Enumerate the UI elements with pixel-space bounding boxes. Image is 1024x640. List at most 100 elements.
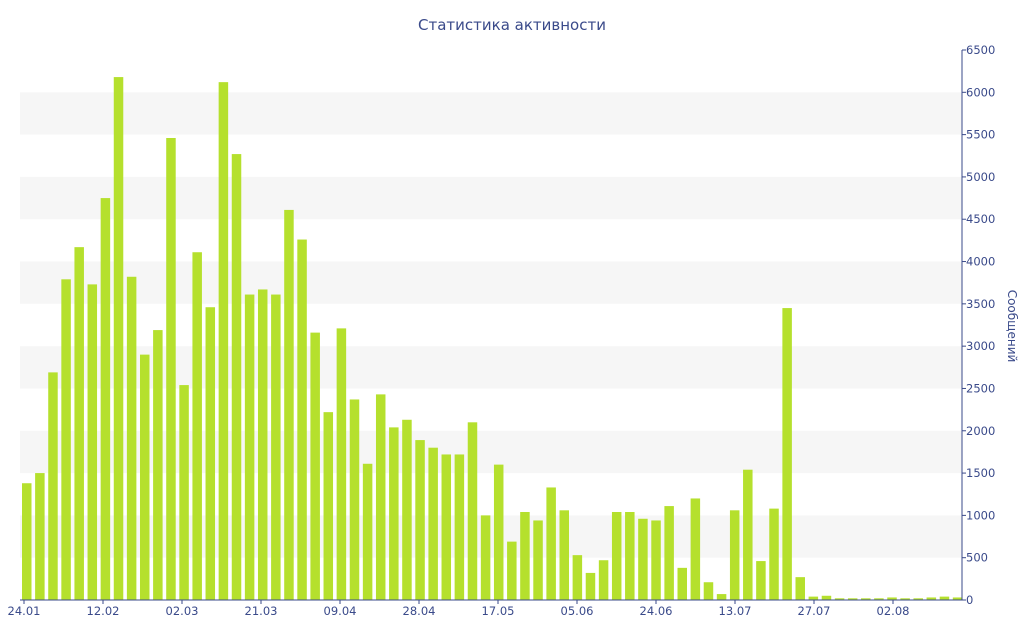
x-tick-label: 02.03 [166, 604, 199, 618]
bar [74, 247, 84, 600]
bar [729, 510, 740, 600]
bar [808, 596, 819, 600]
bar [349, 399, 360, 600]
bar [441, 454, 452, 600]
bar [703, 582, 714, 600]
bar [61, 279, 71, 600]
bar [625, 512, 635, 600]
grid-band [20, 430, 962, 474]
bar [480, 515, 491, 600]
bar [467, 422, 478, 600]
x-tick-label: 02.08 [877, 604, 910, 618]
bar [257, 289, 268, 600]
y-tick-label: 1000 [966, 508, 995, 522]
bar [520, 512, 530, 600]
bar [323, 412, 334, 600]
x-tick-label: 09.04 [324, 604, 357, 618]
bar [271, 294, 281, 600]
y-tick-label: 3500 [966, 297, 995, 311]
bar [795, 577, 805, 600]
bar [900, 598, 910, 600]
x-tick-label: 24.01 [8, 604, 41, 618]
bar [861, 598, 871, 600]
bar [402, 419, 412, 600]
bar [87, 284, 98, 600]
bar [847, 598, 858, 600]
grid-band [20, 261, 962, 304]
bar [821, 595, 832, 600]
bar [100, 198, 111, 600]
x-tick-label: 05.06 [561, 604, 594, 618]
bar [677, 567, 687, 600]
bar [493, 464, 504, 600]
y-tick-label: 4000 [966, 255, 995, 269]
bar [22, 483, 32, 600]
bar-series [22, 77, 963, 601]
x-tick-labels: 24.01 12.02 02.03 21.03 09.04 28.04 17.05 05.06… [8, 600, 910, 618]
chart-title: Статистика активности [418, 16, 606, 34]
bar [939, 596, 950, 600]
x-tick-label: 24.06 [640, 604, 673, 618]
y-tick-label: 0 [966, 593, 973, 607]
y-tick-label: 6500 [966, 43, 995, 57]
y-tick-label: 500 [966, 551, 988, 565]
bar [362, 463, 373, 600]
bar [572, 555, 583, 600]
bar [428, 447, 438, 600]
bar [297, 239, 307, 601]
y-tick-label: 4500 [966, 212, 995, 226]
bar [756, 561, 766, 600]
grid-band [20, 346, 962, 389]
x-tick-label: 12.02 [87, 604, 120, 618]
y-tick-label: 2500 [966, 381, 995, 395]
bar [887, 597, 897, 600]
bar [48, 372, 58, 600]
x-tick-label: 17.05 [482, 604, 515, 618]
bar [638, 518, 648, 600]
bar [139, 354, 150, 600]
y-tick-label: 5500 [966, 128, 995, 142]
bar [743, 469, 753, 600]
bar [769, 508, 779, 600]
bar [126, 276, 137, 600]
x-tick-label: 13.07 [719, 604, 752, 618]
bar [533, 520, 543, 600]
y-tick-label: 6000 [966, 85, 995, 99]
bar [415, 440, 425, 600]
y-tick-label: 1500 [966, 466, 995, 480]
bar [651, 520, 661, 600]
bar [336, 328, 347, 600]
bar [218, 82, 229, 600]
bar [952, 597, 963, 600]
axes [20, 50, 966, 601]
bar [35, 473, 45, 600]
bar [834, 598, 845, 600]
grid-band [20, 515, 962, 558]
y-tick-label: 3000 [966, 339, 995, 353]
y-tick-labels: 0 500 1000 1500 2000 2500 3000 3500 4000 4500 5000… [962, 43, 995, 607]
bar [231, 154, 242, 600]
bar [546, 487, 556, 600]
bar [244, 294, 255, 600]
bar [375, 394, 386, 600]
bar [690, 498, 701, 600]
y-axis-title: Сообщений [1005, 290, 1019, 363]
x-tick-label: 27.07 [798, 604, 831, 618]
bar [205, 307, 216, 600]
bar [664, 506, 674, 600]
bar [192, 252, 202, 601]
bar [507, 541, 517, 600]
bar [559, 510, 570, 600]
bar [611, 512, 622, 600]
bar [716, 594, 727, 600]
bar [389, 427, 399, 600]
bar [153, 330, 163, 600]
bar [913, 598, 923, 600]
bar [598, 560, 609, 600]
bar [284, 209, 294, 601]
y-tick-label: 5000 [966, 170, 995, 184]
bar [179, 385, 189, 600]
x-tick-label: 28.04 [403, 604, 436, 618]
bar [926, 597, 937, 600]
